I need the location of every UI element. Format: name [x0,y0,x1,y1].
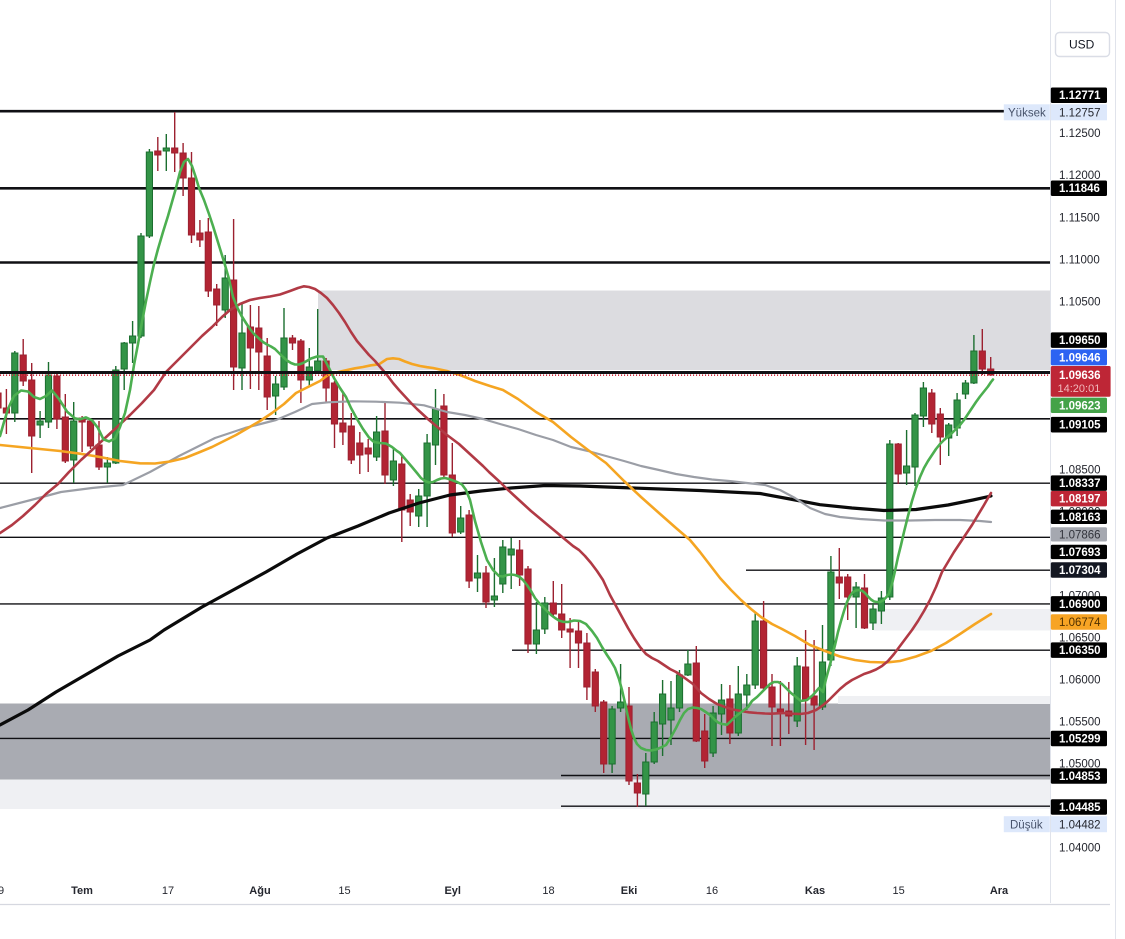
svg-text:15: 15 [338,885,350,897]
svg-text:Tem: Tem [71,885,93,897]
svg-text:1.07304: 1.07304 [1059,565,1101,577]
svg-text:1.08197: 1.08197 [1059,494,1101,506]
svg-text:1.08337: 1.08337 [1059,478,1101,490]
svg-text:19: 19 [0,885,4,897]
svg-text:1.06500: 1.06500 [1059,633,1101,645]
svg-text:1.04000: 1.04000 [1059,843,1101,855]
svg-text:1.05299: 1.05299 [1059,734,1101,746]
svg-text:1.12771: 1.12771 [1059,90,1101,102]
svg-text:1.12500: 1.12500 [1059,128,1101,140]
svg-text:1.06000: 1.06000 [1059,675,1101,687]
svg-text:1.09623: 1.09623 [1059,400,1101,412]
svg-text:Kas: Kas [805,885,825,897]
svg-text:1.07693: 1.07693 [1059,547,1101,559]
svg-text:Ağu: Ağu [249,885,270,897]
svg-text:1.04485: 1.04485 [1059,802,1101,814]
svg-text:1.09105: 1.09105 [1059,420,1101,432]
svg-text:1.11000: 1.11000 [1059,254,1100,266]
svg-text:17: 17 [162,885,174,897]
svg-text:Ara: Ara [990,885,1009,897]
svg-text:1.11500: 1.11500 [1059,212,1100,224]
svg-text:1.10500: 1.10500 [1059,296,1101,308]
svg-text:15: 15 [892,885,904,897]
svg-text:1.04482: 1.04482 [1059,819,1101,831]
svg-text:1.09650: 1.09650 [1059,335,1101,347]
svg-text:16: 16 [706,885,718,897]
svg-text:1.12000: 1.12000 [1059,170,1101,182]
svg-text:USD: USD [1069,38,1095,52]
svg-text:1.06350: 1.06350 [1059,645,1101,657]
svg-text:1.05000: 1.05000 [1059,759,1101,771]
svg-text:1.09636: 1.09636 [1059,370,1101,382]
svg-text:1.08163: 1.08163 [1059,512,1101,524]
svg-text:1.12757: 1.12757 [1059,107,1101,119]
svg-text:Yüksek: Yüksek [1008,107,1046,119]
svg-text:1.09646: 1.09646 [1059,352,1101,364]
svg-text:1.06900: 1.06900 [1059,599,1101,611]
svg-text:1.07866: 1.07866 [1059,529,1101,541]
svg-text:14:20:01: 14:20:01 [1058,383,1101,395]
svg-text:18: 18 [542,885,554,897]
svg-text:Eyl: Eyl [444,885,461,897]
svg-text:1.05500: 1.05500 [1059,717,1101,729]
svg-text:1.04853: 1.04853 [1059,771,1101,783]
svg-text:1.11846: 1.11846 [1059,183,1100,195]
svg-text:Düşük: Düşük [1010,819,1043,831]
svg-text:1.08500: 1.08500 [1059,464,1101,476]
svg-text:1.06774: 1.06774 [1059,617,1101,629]
svg-text:Eki: Eki [621,885,638,897]
